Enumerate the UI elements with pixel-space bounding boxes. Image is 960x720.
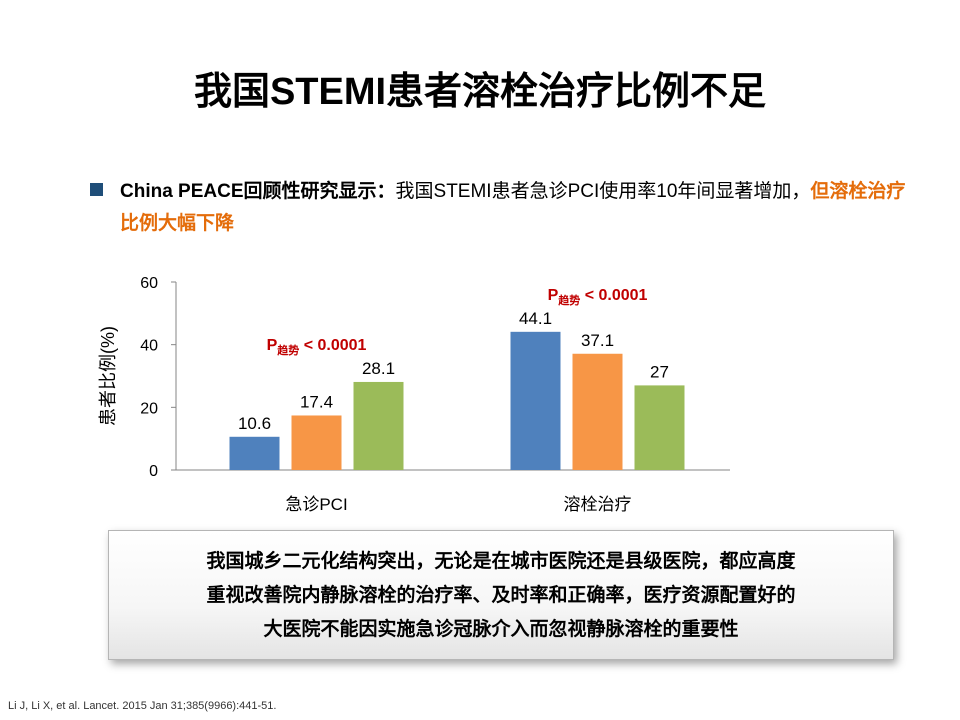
bar-value-label: 17.4 [300, 392, 333, 411]
bar-2006年-急诊PCI [291, 415, 342, 470]
bullet-emphasis: 但溶栓治疗比例大幅下降 [120, 181, 906, 234]
callout-line: 我国城乡二元化结构突出，无论是在城市医院还是县级医院，都应高度 [206, 551, 796, 572]
callout-line: 重视改善院内静脉溶栓的治疗率、及时率和正确率，医疗资源配置好的 [206, 585, 796, 606]
x-category-label: 急诊PCI [285, 495, 347, 514]
p-value-annotation: P趋势 < 0.0001 [267, 337, 367, 357]
slide-title: 我国STEMI患者溶栓治疗比例不足 [193, 71, 767, 113]
callout-box: 我国城乡二元化结构突出，无论是在城市医院还是县级医院，都应高度 重视改善院内静脉… [108, 530, 894, 660]
y-tick-label: 0 [149, 463, 158, 480]
x-category-label: 溶栓治疗 [564, 495, 632, 514]
citation: Li J, Li X, et al. Lancet. 2015 Jan 31;3… [8, 700, 277, 712]
y-tick-label: 60 [140, 275, 158, 292]
bullet-text: China PEACE回顾性研究显示：我国STEMI患者急诊PCI使用率10年间… [120, 176, 910, 240]
bar-2011年-急诊PCI [353, 381, 404, 470]
bar-2006年-溶栓治疗 [572, 353, 623, 470]
bar-value-label: 44.1 [519, 309, 552, 328]
bar-value-label: 10.6 [238, 414, 271, 433]
y-tick-label: 40 [140, 338, 158, 355]
bullet-lead: China PEACE回顾性研究显示： [120, 181, 396, 202]
callout-line: 大医院不能因实施急诊冠脉介入而忽视静脉溶栓的重要性 [263, 619, 739, 640]
bar-2011年-溶栓治疗 [634, 385, 685, 470]
bar-2001年-溶栓治疗 [510, 331, 561, 470]
bar-value-label: 37.1 [581, 331, 614, 350]
y-tick-label: 20 [140, 400, 158, 417]
bullet-square-icon [90, 183, 103, 196]
p-value-annotation: P趋势 < 0.0001 [548, 287, 648, 307]
bar-value-label: 28.1 [362, 359, 395, 378]
bar-2001年-急诊PCI [229, 436, 280, 470]
y-axis-title: 患者比例(%) [98, 326, 118, 426]
bar-chart: 0 20 40 60 患者比例(%) 10.6 17.4 28.1 急诊PCI P趋势 < 0.0… [98, 275, 730, 514]
bar-value-label: 27 [650, 362, 669, 381]
bullet-body: 我国STEMI患者急诊PCI使用率10年间显著增加， [395, 181, 811, 202]
